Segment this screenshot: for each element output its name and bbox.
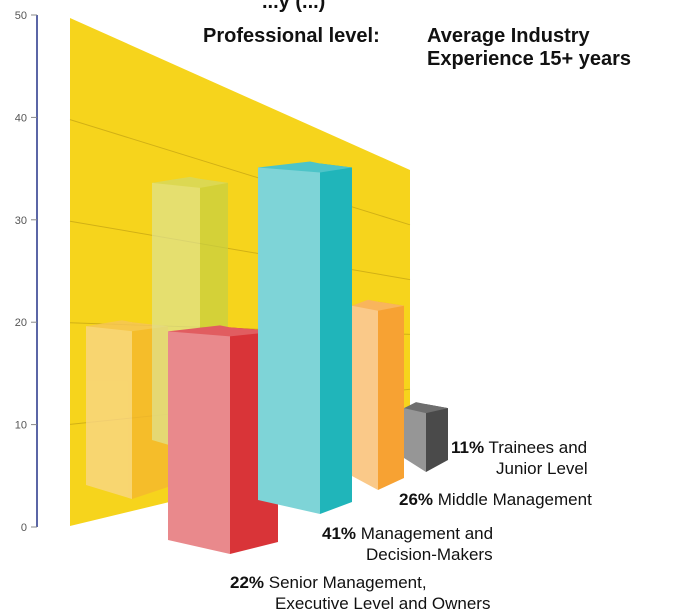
wall-gridline — [69, 220, 411, 281]
bar-front-face — [86, 322, 132, 499]
bar-gray — [404, 402, 448, 472]
y-axis: 0 10 20 30 40 50 — [15, 10, 38, 534]
y-tick-label: 40 — [15, 112, 27, 124]
bar-top-face — [352, 299, 404, 311]
bar-front-face — [168, 327, 230, 554]
bar-side-face — [426, 404, 448, 472]
bar-front-face — [404, 404, 426, 472]
annotation-senior-pct: 22% — [230, 573, 265, 592]
bar-orange — [352, 299, 404, 490]
annotation-middle-line1: Middle Management — [437, 490, 592, 509]
annotation-management: 41% Management and — [322, 524, 493, 544]
bar-top-face — [168, 325, 278, 337]
bar-front-face — [258, 163, 320, 515]
y-tick-label: 10 — [15, 420, 27, 432]
bar-teal — [258, 161, 352, 515]
subtitle-value-line2: Experience 15+ years — [427, 48, 632, 70]
bar-back-orange — [86, 320, 168, 499]
chart-title: ...y (...) — [262, 0, 326, 13]
bar-top-face — [404, 402, 448, 414]
bar-front-face — [352, 301, 378, 490]
y-tick-label: 0 — [21, 522, 27, 534]
annotation-management-line2: Decision-Makers — [366, 545, 493, 564]
bars — [86, 161, 448, 554]
annotation-middle-pct: 26% — [399, 490, 434, 509]
y-tick-label: 20 — [15, 317, 27, 329]
annotation-management-pct: 41% — [322, 524, 357, 543]
annotation-trainees-line2: Junior Level — [496, 459, 588, 478]
y-tick-label: 50 — [15, 10, 27, 22]
subtitle-value-line1: Average Industry — [427, 25, 590, 47]
bar-side-face — [378, 301, 404, 490]
wall-gridline — [69, 119, 411, 226]
bar-top-face — [258, 161, 352, 173]
bar-top-face — [86, 320, 168, 332]
annotation-senior-line2: Executive Level and Owners — [275, 594, 491, 613]
annotation-senior: 22% Senior Management, — [230, 573, 427, 593]
annotation-senior-line1: Senior Management, — [268, 573, 427, 592]
bar-top-face — [152, 176, 228, 188]
annotation-management-line1: Management and — [360, 524, 494, 543]
subtitle-label: Professional level: — [203, 25, 380, 47]
annotation-middle-management: 26% Middle Management — [399, 490, 592, 510]
bar-side-face — [320, 163, 352, 515]
annotation-trainees-line1: Trainees and — [488, 438, 588, 457]
y-tick-label: 30 — [15, 215, 27, 227]
annotation-trainees: 11% Trainees and — [451, 438, 587, 458]
annotation-trainees-pct: 11% — [451, 438, 485, 457]
